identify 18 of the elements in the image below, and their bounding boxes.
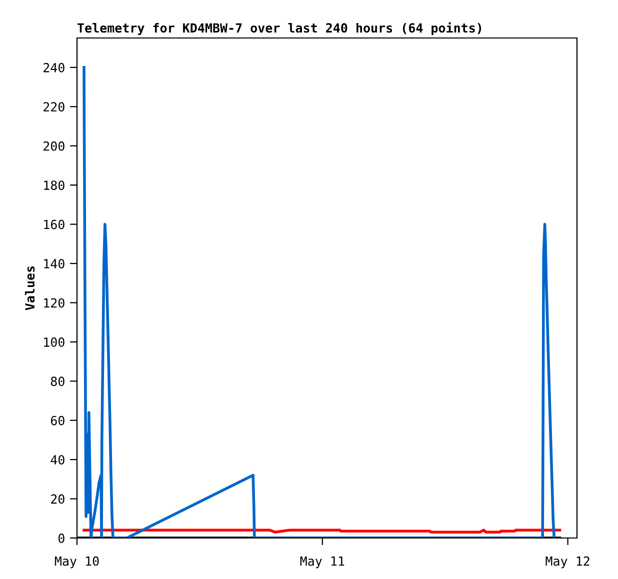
y-tick-label: 180 <box>44 180 64 190</box>
y-tick-label: 0 <box>58 534 64 543</box>
y-tick-label: 200 <box>44 141 64 151</box>
y-tick-label: 40 <box>50 455 64 465</box>
y-tick-label: 100 <box>44 337 64 347</box>
y-tick-label: 220 <box>44 102 64 112</box>
y-tick-label: 140 <box>44 258 64 268</box>
y-tick-label: 20 <box>51 494 64 504</box>
y-tick-label: 120 <box>44 298 64 308</box>
y-tick-label: 160 <box>44 220 64 230</box>
y-tick-label: 80 <box>50 376 64 386</box>
x-tick-label: May 12 <box>546 556 590 568</box>
x-tick-label: May 10 <box>54 556 99 568</box>
y-axis-title: Values <box>24 266 35 310</box>
x-tick-label: May 11 <box>300 556 344 568</box>
y-tick-label: 240 <box>44 62 64 72</box>
y-tick-label: 60 <box>50 416 64 426</box>
chart-title: Telemetry for KD4MBW-7 over last 240 hours (64 points) <box>78 22 482 36</box>
